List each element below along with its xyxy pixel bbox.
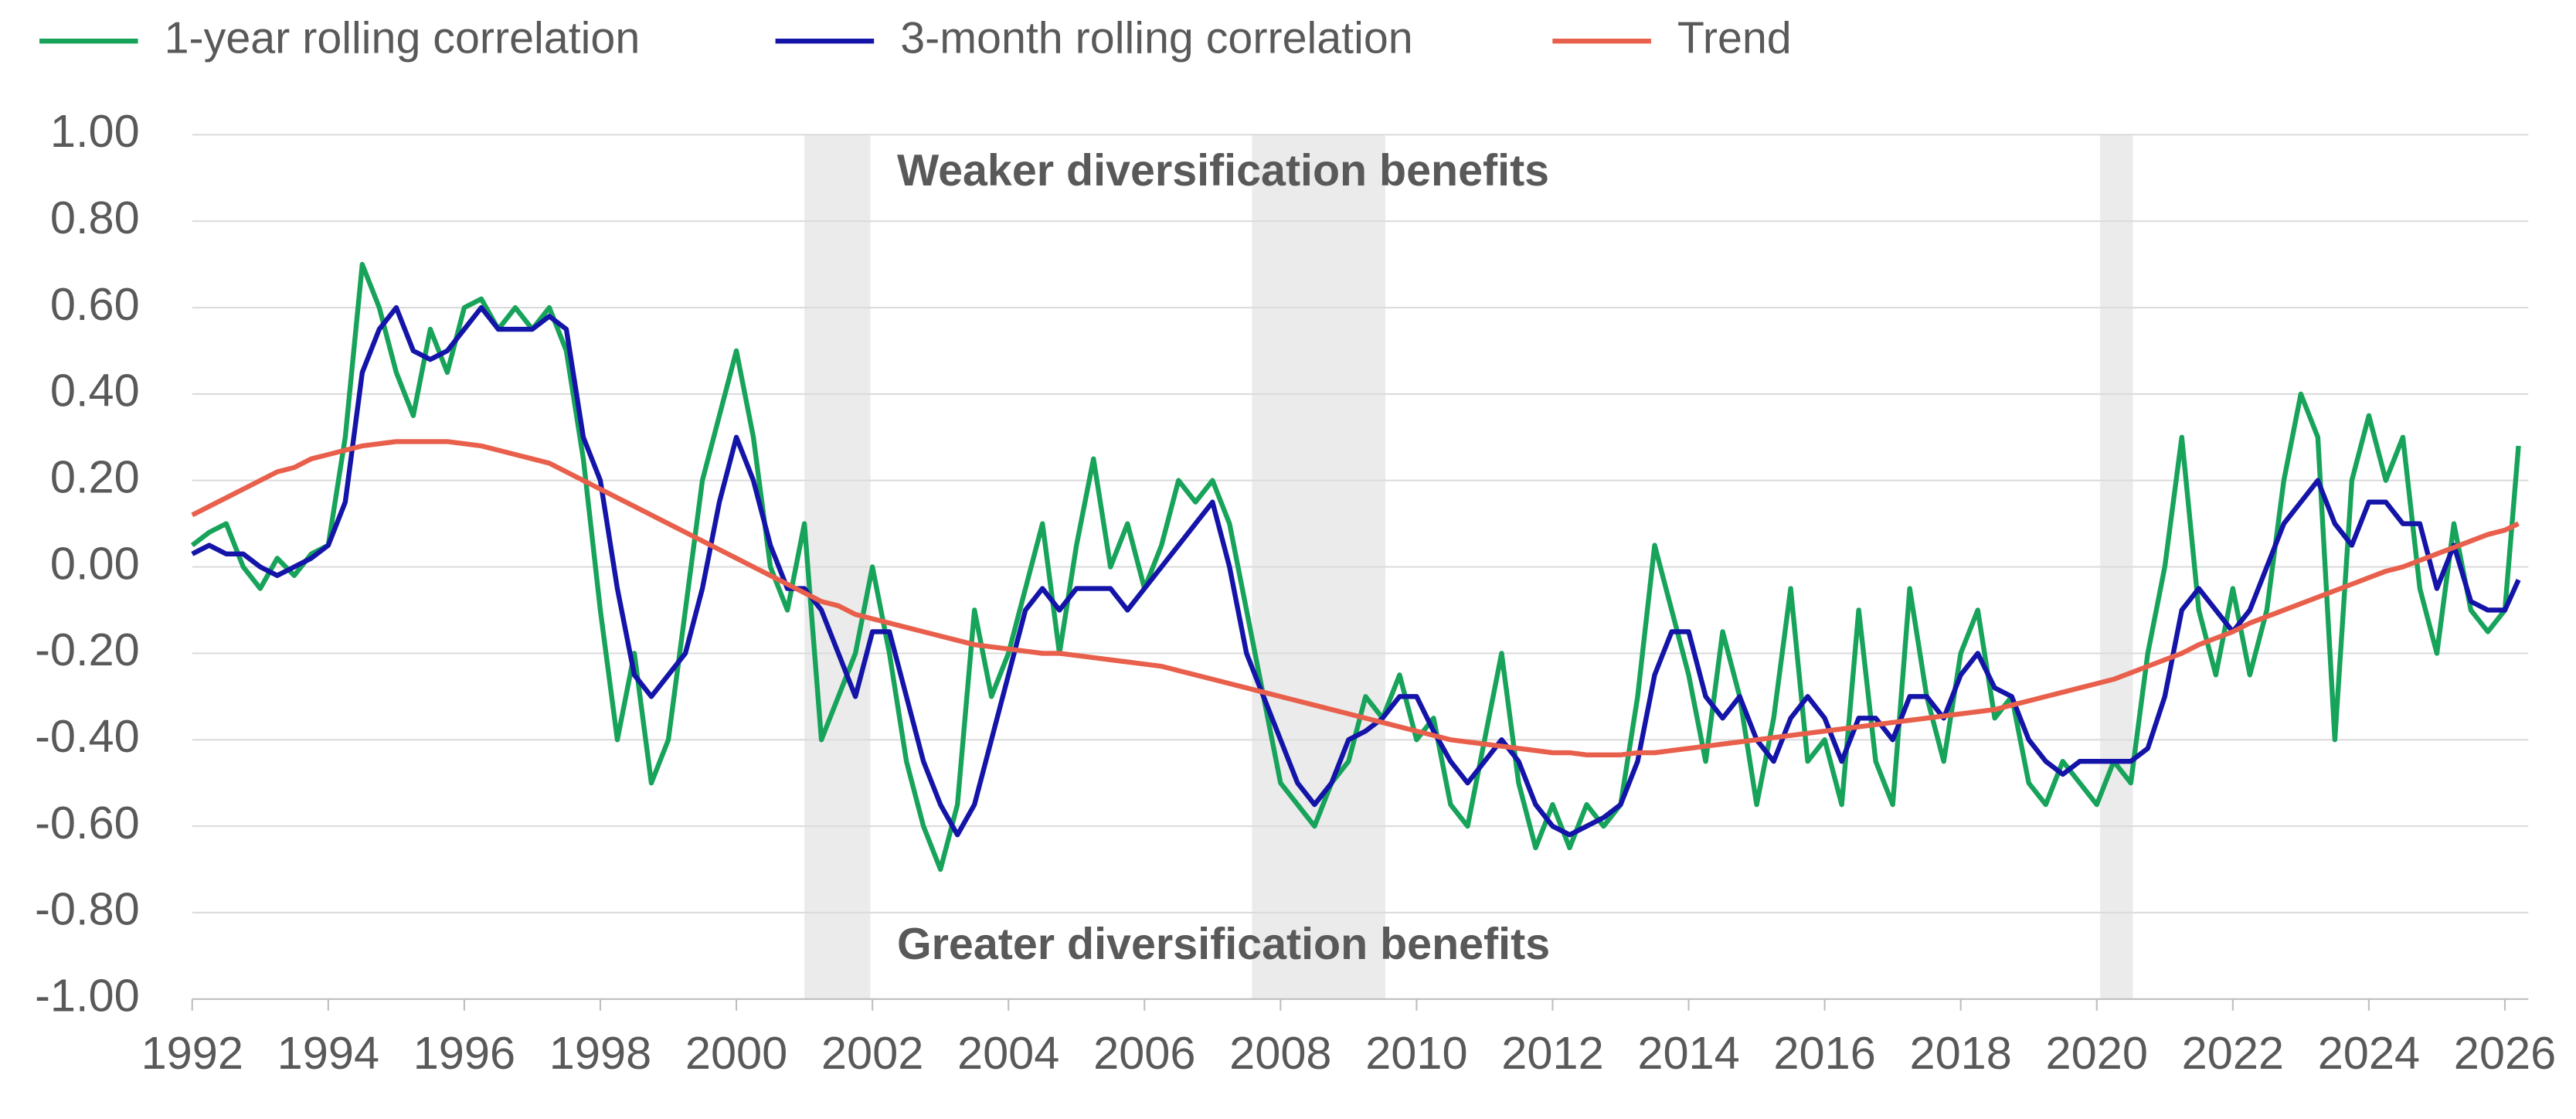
y-tick-label: 0.20 [50,451,140,502]
y-tick-label: -0.20 [35,624,140,675]
annotation: Weaker diversification benefits [897,146,1549,196]
y-tick-label: 0.60 [50,278,140,330]
annotation: Greater diversification benefits [897,920,1550,969]
x-tick-label: 2020 [2046,1027,2148,1079]
x-tick-label: 2016 [1773,1027,1875,1079]
x-tick-label: 1998 [549,1027,651,1079]
y-tick-label: 0.80 [50,192,140,243]
legend-label: 3-month rolling correlation [900,13,1413,63]
y-tick-label: -1.00 [35,969,140,1021]
x-tick-label: 1994 [277,1027,379,1079]
series-line [191,439,2520,758]
y-tick-label: -0.80 [35,883,140,935]
legend-label: Trend [1677,13,1792,63]
x-tick-label: 2000 [685,1027,787,1079]
x-tick-label: 2012 [1501,1027,1603,1079]
x-tick-label: 1992 [141,1027,243,1079]
y-tick-label: -0.60 [35,797,140,849]
x-tick-label: 2022 [2182,1027,2284,1079]
x-tick-label: 2002 [821,1027,923,1079]
x-tick-label: 2006 [1093,1027,1195,1079]
y-tick-label: 0.40 [50,365,140,417]
x-tick-label: 2018 [1909,1027,2011,1079]
y-tick-label: -0.40 [35,710,140,762]
x-tick-label: 1996 [413,1027,515,1079]
y-tick-label: 0.00 [50,537,140,589]
y-tick-label: 1.00 [50,105,140,157]
series-line [191,304,2521,838]
x-tick-label: 2008 [1229,1027,1331,1079]
x-tick-label: 2010 [1365,1027,1467,1079]
x-tick-label: 2014 [1637,1027,1739,1079]
x-tick-label: 2024 [2318,1027,2420,1079]
legend-label: 1-year rolling correlation [165,13,641,63]
x-tick-label: 2004 [957,1027,1059,1079]
x-tick-label: 2026 [2454,1027,2556,1079]
